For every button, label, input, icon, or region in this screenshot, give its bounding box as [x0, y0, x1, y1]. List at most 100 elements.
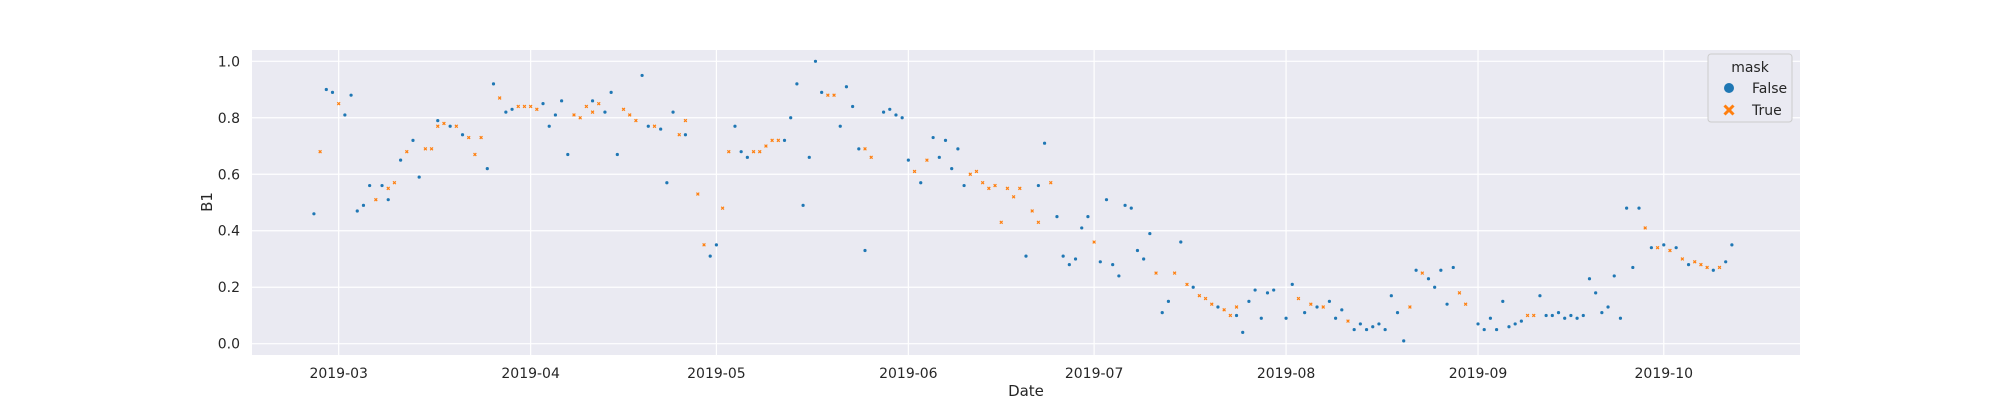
y-tick-label: 1.0: [218, 54, 240, 70]
data-point-false: [659, 127, 663, 131]
data-point-true: [435, 124, 440, 129]
data-point-false: [1364, 327, 1369, 332]
data-point-false: [1259, 316, 1263, 320]
data-point-true: [999, 220, 1004, 225]
data-point-false: [962, 183, 966, 188]
data-point-true: [1463, 302, 1468, 306]
data-point-true: [1017, 186, 1022, 191]
data-point-false: [1358, 322, 1362, 326]
data-point-false: [504, 110, 508, 114]
data-point-true: [1692, 259, 1697, 264]
data-point-true: [1321, 305, 1326, 309]
data-point-false: [1290, 282, 1294, 286]
data-point-false: [1476, 322, 1480, 326]
data-point-true: [1296, 296, 1301, 301]
data-point-false: [566, 152, 570, 157]
data-point-false: [1234, 313, 1239, 318]
x-tick-label: 2019-05: [687, 366, 746, 382]
data-point-true: [720, 206, 725, 210]
data-point-false: [1272, 288, 1276, 292]
data-point-true: [1346, 319, 1350, 323]
data-point-false: [609, 90, 613, 94]
data-point-false: [1674, 246, 1678, 250]
data-point-false: [789, 116, 793, 120]
data-point-true: [386, 186, 391, 191]
data-point-true: [392, 180, 397, 185]
data-point-true: [1408, 305, 1412, 309]
data-point-false: [1024, 254, 1028, 258]
data-point-true: [522, 104, 527, 109]
data-point-true: [869, 155, 874, 160]
data-point-true: [634, 118, 638, 123]
data-point-false: [665, 181, 669, 185]
data-point-false: [1637, 206, 1641, 210]
data-point-false: [739, 150, 743, 154]
data-point-true: [1309, 302, 1313, 306]
y-axis-label: B1: [198, 192, 216, 212]
data-point-false: [1618, 316, 1623, 320]
data-point-false: [1649, 246, 1653, 250]
data-point-true: [726, 149, 731, 154]
data-point-true: [968, 172, 973, 177]
data-point-false: [1191, 285, 1195, 289]
data-point-false: [1594, 291, 1598, 295]
data-point-false: [1142, 257, 1146, 261]
data-point-true: [1092, 240, 1096, 244]
data-point-false: [1042, 141, 1047, 145]
data-point-false: [1135, 248, 1140, 253]
data-point-true: [683, 118, 688, 123]
legend-label-true: True: [1751, 103, 1782, 119]
data-point-false: [1587, 277, 1592, 281]
data-point-false: [368, 183, 372, 188]
data-point-false: [1402, 339, 1406, 343]
data-point-false: [1148, 231, 1152, 236]
legend-box: [1707, 53, 1793, 123]
data-point-true: [516, 104, 521, 109]
data-point-false: [1166, 299, 1171, 303]
data-point-true: [1228, 313, 1233, 318]
data-point-true: [980, 180, 985, 185]
data-point-false: [943, 138, 948, 142]
data-point-true: [776, 138, 781, 143]
data-point-true: [1030, 209, 1035, 213]
data-point-false: [745, 155, 749, 159]
data-point-false: [1414, 268, 1418, 272]
data-point-false: [1371, 325, 1375, 329]
x-tick-label: 2019-07: [1065, 366, 1124, 382]
data-point-true: [925, 158, 929, 162]
data-point-false: [1389, 294, 1393, 298]
data-point-true: [1643, 226, 1648, 230]
data-point-true: [974, 169, 979, 174]
data-point-false: [553, 113, 558, 117]
data-point-false: [937, 155, 941, 159]
data-point-false: [1550, 313, 1554, 318]
data-point-true: [318, 149, 322, 154]
data-point-false: [1241, 330, 1245, 335]
data-point-false: [399, 158, 403, 162]
data-point-false: [1061, 254, 1065, 258]
data-point-false: [1265, 291, 1270, 295]
data-point-true: [1011, 195, 1016, 199]
legend-label-false: False: [1752, 81, 1787, 97]
data-point-false: [1129, 206, 1133, 210]
data-point-false: [380, 183, 384, 188]
data-point-false: [956, 147, 960, 151]
data-point-true: [528, 104, 533, 109]
y-tick-label: 0.4: [218, 224, 240, 240]
data-point-true: [1197, 293, 1202, 298]
data-point-false: [1055, 215, 1059, 219]
data-point-false: [714, 243, 719, 247]
data-point-true: [1717, 265, 1722, 270]
data-point-false: [411, 138, 415, 142]
data-point-false: [919, 181, 923, 185]
data-point-false: [851, 104, 855, 109]
data-point-false: [1377, 322, 1381, 326]
data-point-false: [361, 203, 366, 207]
data-point-false: [1036, 183, 1040, 188]
data-point-false: [1625, 206, 1629, 210]
legend: mask False True: [1707, 53, 1793, 123]
data-point-false: [857, 147, 861, 151]
data-point-true: [442, 121, 446, 126]
data-point-true: [1668, 248, 1672, 253]
